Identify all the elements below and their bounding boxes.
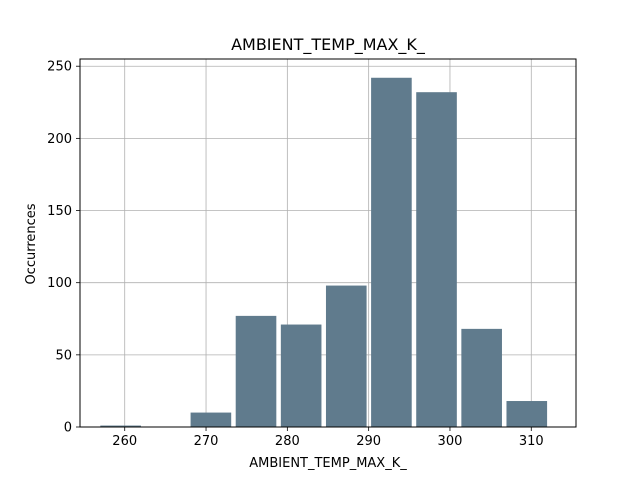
y-tick-label: 250 <box>47 60 72 75</box>
histogram-bar <box>416 92 457 428</box>
histogram-bar <box>280 324 322 427</box>
histogram-bar <box>461 328 502 427</box>
histogram-bar <box>506 401 548 427</box>
plot-frame <box>79 58 577 428</box>
x-tick-label: 260 <box>112 434 137 449</box>
x-axis-label: AMBIENT_TEMP_MAX_K_ <box>249 456 407 471</box>
y-tick-label: 50 <box>55 348 72 363</box>
chart-title: AMBIENT_TEMP_MAX_K_ <box>231 35 426 55</box>
histogram-bar <box>190 412 232 427</box>
histogram-bar <box>325 285 367 427</box>
x-tick-label: 280 <box>275 434 300 449</box>
histogram-bar <box>371 77 412 427</box>
y-tick-label: 100 <box>47 276 72 291</box>
y-tick-label: 200 <box>47 132 72 147</box>
y-tick-label: 150 <box>47 204 72 219</box>
tick-layer: 260 270 280 290 300 310 0 50 100 150 200 250 <box>47 60 544 449</box>
y-tick-label: 0 <box>64 421 72 436</box>
x-tick-label: 270 <box>194 434 219 449</box>
grid-layer <box>80 59 576 428</box>
x-tick-label: 300 <box>438 434 463 449</box>
histogram-bar <box>235 315 277 427</box>
x-tick-label: 310 <box>519 434 544 449</box>
bar-layer <box>100 77 548 428</box>
x-tick-label: 290 <box>356 434 381 449</box>
histogram-bar <box>100 425 141 427</box>
y-axis-label: Occurrences <box>24 203 39 284</box>
